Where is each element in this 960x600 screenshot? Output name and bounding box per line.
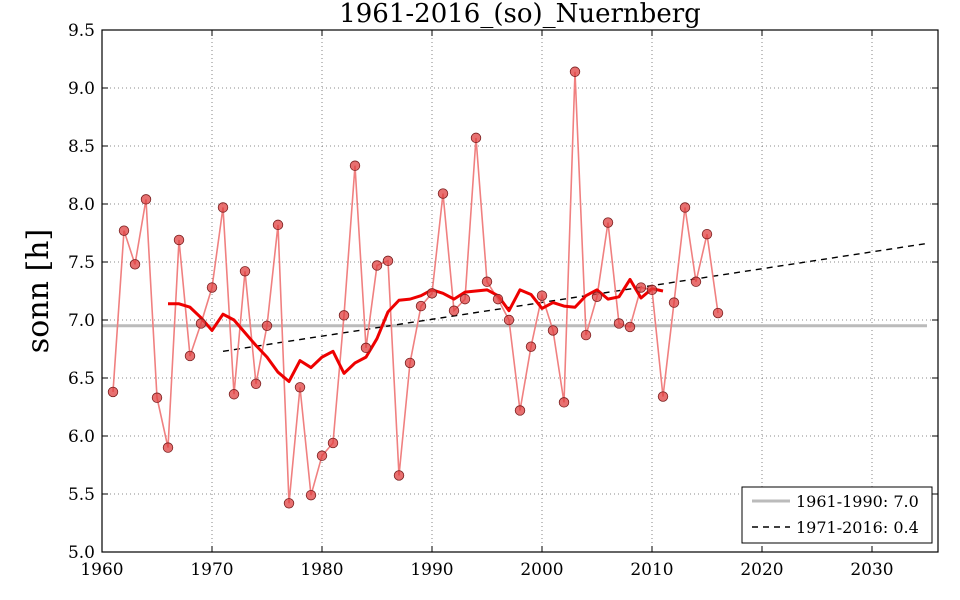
annual-data-point	[217, 202, 229, 213]
annual-data-point	[107, 386, 119, 398]
annual-data-point	[360, 342, 372, 354]
x-tick-label: 1980	[300, 560, 343, 580]
annual-data-point	[316, 450, 328, 461]
annual-data-point	[492, 293, 504, 305]
annual-data-point	[514, 405, 526, 416]
annual-data-point	[173, 234, 185, 246]
annual-data-point	[283, 498, 295, 509]
annual-data-point	[349, 160, 361, 171]
annual-data-point	[206, 282, 218, 293]
annual-data-point	[679, 202, 691, 213]
annual-data-point	[195, 318, 207, 329]
y-tick-label: 7.5	[68, 253, 95, 273]
annual-data-point	[624, 321, 636, 333]
legend: 1961-1990: 7.0 1971-2016: 0.4	[741, 486, 933, 544]
y-tick-label: 9.0	[68, 79, 95, 99]
y-tick-label: 5.0	[68, 543, 95, 563]
x-tick-label: 2000	[520, 560, 563, 580]
annual-data-point	[184, 350, 196, 362]
series-layer	[102, 66, 928, 509]
annual-data-point	[558, 397, 570, 408]
annual-data-point	[294, 382, 306, 393]
smoothed-series-line	[168, 277, 664, 383]
annual-data-point	[701, 228, 713, 240]
annual-data-point	[305, 489, 317, 501]
annual-data-point	[525, 341, 537, 352]
annual-data-point	[657, 391, 669, 402]
annual-data-point	[151, 392, 163, 403]
annual-data-point	[690, 276, 702, 287]
annual-data-point	[470, 132, 482, 144]
annual-series-line	[112, 71, 719, 504]
x-tick-label: 2030	[850, 560, 893, 580]
annual-data-point	[668, 297, 680, 308]
annual-data-point	[129, 259, 141, 270]
legend-baseline-label: 1961-1990: 7.0	[796, 492, 919, 511]
y-tick-label: 9.5	[68, 21, 95, 41]
y-tick-label: 6.0	[68, 427, 95, 447]
annual-data-point	[547, 325, 559, 336]
y-axis-label: sonn [h]	[21, 229, 56, 353]
x-tick-label: 2010	[630, 560, 673, 580]
annual-data-point	[415, 300, 427, 312]
annual-data-point	[481, 276, 493, 287]
annual-data-point	[272, 219, 284, 231]
annual-data-point	[118, 225, 130, 236]
annual-data-point	[162, 442, 174, 453]
y-tick-label: 8.0	[68, 195, 95, 215]
chart-title: 1961-2016_(so)_Nuernberg	[339, 0, 701, 29]
annual-data-point	[382, 255, 394, 267]
annual-data-point	[404, 357, 416, 369]
annual-data-point	[613, 318, 625, 329]
annual-data-point	[140, 194, 152, 205]
annual-data-point	[228, 389, 240, 400]
x-tick-label: 1970	[190, 560, 233, 580]
annual-data-point	[426, 288, 438, 299]
annual-data-point	[371, 260, 383, 271]
annual-data-point	[250, 378, 262, 390]
annual-data-point	[338, 310, 350, 321]
annual-data-point	[503, 314, 515, 326]
annual-data-point	[591, 291, 603, 303]
legend-trend-label: 1971-2016: 0.4	[796, 518, 919, 537]
annual-data-point	[646, 284, 658, 296]
annual-data-point	[327, 437, 339, 449]
annual-data-point	[437, 188, 449, 199]
x-tick-label: 2020	[740, 560, 783, 580]
y-tick-label: 6.5	[68, 369, 95, 389]
x-tick-label: 1960	[80, 560, 123, 580]
annual-data-point	[536, 290, 548, 301]
annual-data-point	[393, 470, 405, 481]
axis-ticks: 1960 1970 1980 1990 2000 2010 2020 2030 5.0 5.5 6.…	[68, 21, 938, 580]
trend-line	[222, 242, 928, 353]
annual-data-point	[712, 307, 724, 319]
annual-data-point	[239, 266, 251, 277]
annual-data-point	[569, 66, 581, 77]
annual-data-point	[635, 282, 647, 293]
y-tick-label: 8.5	[68, 137, 95, 157]
annual-data-point	[261, 320, 273, 332]
x-tick-label: 1990	[410, 560, 453, 580]
annual-data-point	[580, 329, 592, 341]
annual-data-point	[459, 293, 471, 305]
plot-frame	[101, 29, 939, 553]
annual-data-point	[602, 217, 614, 228]
y-tick-label: 7.0	[68, 311, 95, 331]
annual-data-point	[448, 305, 460, 316]
legend-box	[741, 486, 933, 544]
y-tick-label: 5.5	[68, 485, 95, 505]
